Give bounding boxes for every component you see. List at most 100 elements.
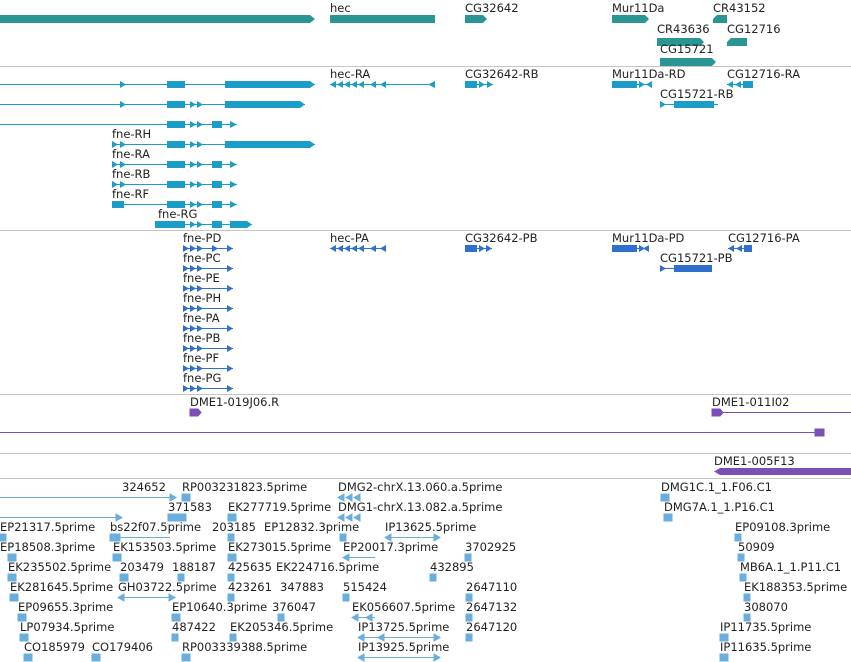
gene-feature[interactable] <box>465 15 487 23</box>
est-feature[interactable] <box>277 613 285 622</box>
exon[interactable] <box>190 201 196 208</box>
exon[interactable] <box>190 161 196 168</box>
est-feature[interactable] <box>7 553 17 562</box>
gene-feature[interactable] <box>727 38 747 46</box>
est-feature[interactable] <box>337 513 345 522</box>
est-feature[interactable] <box>739 573 747 582</box>
exon[interactable] <box>735 81 741 88</box>
exon[interactable] <box>674 101 714 108</box>
est-feature[interactable] <box>171 613 181 622</box>
est-feature[interactable] <box>719 653 729 662</box>
exon[interactable] <box>112 201 124 208</box>
est-feature[interactable] <box>429 573 437 582</box>
est-feature[interactable] <box>743 593 751 602</box>
exon[interactable] <box>646 81 652 88</box>
clone-end[interactable] <box>814 428 825 437</box>
cds[interactable] <box>227 265 233 272</box>
est-feature[interactable] <box>112 553 122 562</box>
est-feature[interactable] <box>465 613 473 622</box>
exon[interactable] <box>370 81 376 88</box>
cds[interactable] <box>227 365 233 372</box>
exon[interactable] <box>167 161 185 168</box>
cds[interactable] <box>227 325 233 332</box>
cds[interactable] <box>183 325 189 332</box>
est-feature[interactable] <box>433 653 441 662</box>
exon[interactable] <box>612 81 637 88</box>
cds[interactable] <box>744 245 752 252</box>
exon[interactable] <box>197 181 203 188</box>
cds[interactable] <box>612 245 637 252</box>
exon[interactable] <box>112 181 118 188</box>
exon[interactable] <box>155 221 185 228</box>
exon[interactable] <box>230 221 252 228</box>
exon[interactable] <box>337 81 343 88</box>
est-feature[interactable] <box>181 493 191 502</box>
exon[interactable] <box>190 141 196 148</box>
cds[interactable] <box>183 305 189 312</box>
exon[interactable] <box>197 201 203 208</box>
cds[interactable] <box>227 385 233 392</box>
cds[interactable] <box>197 245 203 252</box>
exon[interactable] <box>167 141 185 148</box>
exon[interactable] <box>465 81 477 88</box>
exon[interactable] <box>190 101 196 108</box>
cds[interactable] <box>337 245 343 252</box>
exon[interactable] <box>225 141 315 148</box>
est-feature[interactable] <box>23 653 33 662</box>
cds[interactable] <box>190 265 196 272</box>
cds[interactable] <box>728 245 734 252</box>
exon[interactable] <box>197 141 203 148</box>
exon[interactable] <box>230 161 237 168</box>
est-feature[interactable] <box>181 653 191 662</box>
exon[interactable] <box>479 81 485 88</box>
est-feature[interactable] <box>433 633 441 642</box>
cds[interactable] <box>197 305 203 312</box>
clone-end[interactable] <box>189 408 202 417</box>
cds[interactable] <box>736 245 742 252</box>
est-feature[interactable] <box>227 553 237 562</box>
cds[interactable] <box>190 345 196 352</box>
est-feature[interactable] <box>227 593 235 602</box>
est-feature[interactable] <box>660 493 670 502</box>
est-feature[interactable] <box>465 633 473 642</box>
est-feature[interactable] <box>168 593 176 602</box>
cds[interactable] <box>660 265 666 272</box>
cds[interactable] <box>358 245 364 252</box>
cds[interactable] <box>465 245 477 252</box>
cds[interactable] <box>344 245 350 252</box>
est-feature[interactable] <box>229 633 237 642</box>
est-feature[interactable] <box>365 613 373 622</box>
exon[interactable] <box>197 101 203 108</box>
exon[interactable] <box>212 221 222 228</box>
exon[interactable] <box>167 121 185 128</box>
cds[interactable] <box>197 365 203 372</box>
est-feature[interactable] <box>719 633 729 642</box>
cds[interactable] <box>227 285 233 292</box>
exon[interactable] <box>167 101 185 108</box>
cds[interactable] <box>183 265 189 272</box>
est-feature[interactable] <box>663 513 673 522</box>
gene-feature[interactable] <box>0 15 315 23</box>
exon[interactable] <box>351 81 357 88</box>
gene-feature[interactable] <box>660 58 716 66</box>
cds[interactable] <box>197 325 203 332</box>
exon[interactable] <box>727 81 733 88</box>
cds[interactable] <box>370 245 376 252</box>
est-feature[interactable] <box>384 533 392 542</box>
cds[interactable] <box>190 385 196 392</box>
cds[interactable] <box>190 325 196 332</box>
cds[interactable] <box>643 245 649 252</box>
exon[interactable] <box>167 201 185 208</box>
est-feature[interactable] <box>339 533 347 542</box>
cds[interactable] <box>183 385 189 392</box>
cds[interactable] <box>639 245 645 252</box>
exon[interactable] <box>112 161 118 168</box>
est-feature[interactable] <box>169 493 177 502</box>
exon[interactable] <box>230 121 237 128</box>
exon[interactable] <box>212 161 222 168</box>
exon[interactable] <box>120 161 126 168</box>
est-feature[interactable] <box>7 573 17 582</box>
est-feature[interactable] <box>377 633 385 642</box>
cds[interactable] <box>330 245 336 252</box>
exon[interactable] <box>120 101 126 108</box>
